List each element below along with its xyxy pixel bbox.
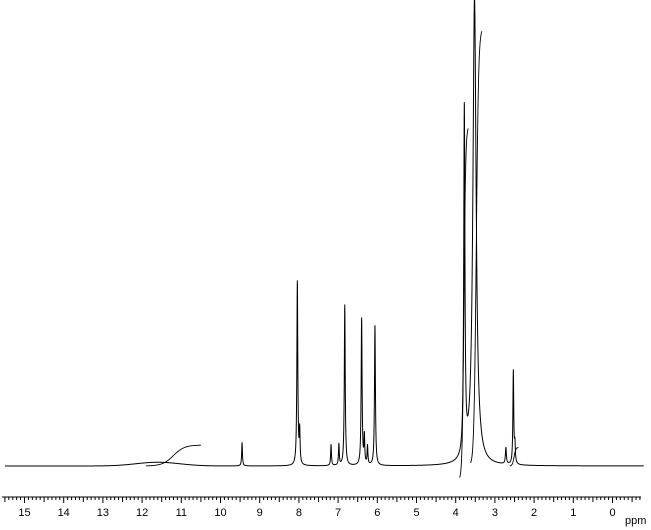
- x-tick-label-12: 12: [136, 507, 148, 519]
- x-tick-label-10: 10: [214, 507, 226, 519]
- x-tick-label-7: 7: [335, 507, 341, 519]
- x-tick-label-9: 9: [257, 507, 263, 519]
- x-tick-label-11: 11: [176, 507, 187, 519]
- x-tick-label-15: 15: [18, 507, 30, 519]
- x-tick-label-8: 8: [296, 507, 302, 519]
- integral-curve-2: [459, 128, 469, 478]
- x-axis-unit-label: ppm: [625, 515, 646, 527]
- x-tick-label-1: 1: [570, 507, 576, 519]
- spectrum-layer: [4, 0, 645, 467]
- x-tick-label-6: 6: [374, 507, 380, 519]
- integral-layer: [146, 31, 519, 478]
- spectrum-trace: [4, 0, 645, 467]
- x-tick-label-4: 4: [453, 507, 459, 519]
- x-tick-label-5: 5: [413, 507, 419, 519]
- integral-curve-3: [470, 31, 483, 464]
- x-tick-label-0: 0: [609, 507, 615, 519]
- integral-curve-1: [146, 444, 201, 467]
- x-axis: 15 14 13 12 11 10 9 8 7 6 5 4 3 2 1 0: [2, 496, 641, 519]
- x-tick-label-13: 13: [97, 507, 109, 519]
- integral-curve-4: [509, 447, 519, 467]
- x-tick-label-14: 14: [58, 507, 70, 519]
- x-tick-label-3: 3: [492, 507, 498, 519]
- x-tick-label-2: 2: [531, 507, 537, 519]
